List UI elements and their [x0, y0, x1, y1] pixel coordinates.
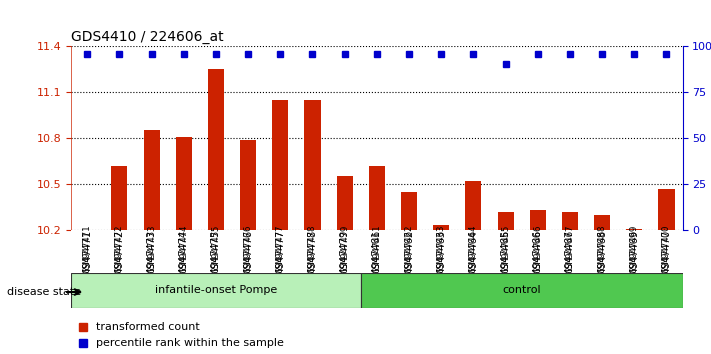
Text: GSM947468: GSM947468 [598, 224, 606, 273]
Text: GSM947463: GSM947463 [437, 224, 446, 273]
Text: GSM947464: GSM947464 [469, 224, 478, 273]
Bar [433, 225, 449, 230]
Text: percentile rank within the sample: percentile rank within the sample [95, 338, 284, 348]
Text: transformed count: transformed count [95, 322, 199, 332]
Text: control: control [503, 285, 541, 295]
Text: infantile-onset Pompe: infantile-onset Pompe [155, 285, 277, 295]
Text: GSM947462: GSM947462 [405, 224, 414, 273]
Text: GDS4410 / 224606_at: GDS4410 / 224606_at [71, 30, 224, 44]
Text: GSM947471: GSM947471 [82, 224, 92, 273]
Bar [401, 192, 417, 230]
Text: GSM947466: GSM947466 [533, 224, 542, 273]
Text: GSM947477: GSM947477 [276, 224, 285, 273]
Bar [176, 137, 192, 230]
Bar [658, 189, 675, 230]
Bar [465, 181, 481, 230]
Text: GSM947470: GSM947470 [662, 224, 671, 273]
Text: GSM947474: GSM947474 [179, 224, 188, 273]
Bar [626, 229, 642, 230]
Bar [498, 212, 513, 230]
Bar [594, 215, 610, 230]
Text: GSM947473: GSM947473 [147, 224, 156, 273]
Text: GSM947476: GSM947476 [244, 224, 252, 273]
Text: GSM947479: GSM947479 [340, 224, 349, 273]
Bar [208, 69, 224, 230]
Bar [144, 130, 159, 230]
Bar [336, 176, 353, 230]
Text: GSM947478: GSM947478 [308, 224, 317, 273]
Bar [562, 212, 578, 230]
Text: disease state: disease state [7, 287, 81, 297]
Bar [304, 100, 321, 230]
FancyBboxPatch shape [360, 273, 683, 308]
Text: GSM947465: GSM947465 [501, 224, 510, 273]
Text: GSM947461: GSM947461 [373, 224, 381, 273]
Text: GSM947467: GSM947467 [565, 224, 574, 273]
FancyBboxPatch shape [71, 273, 360, 308]
Bar [240, 139, 256, 230]
Text: GSM947475: GSM947475 [211, 224, 220, 273]
Text: GSM947472: GSM947472 [115, 224, 124, 273]
Bar [272, 100, 289, 230]
Bar [369, 166, 385, 230]
Text: GSM947469: GSM947469 [630, 224, 638, 273]
Bar [530, 210, 546, 230]
Bar [112, 166, 127, 230]
